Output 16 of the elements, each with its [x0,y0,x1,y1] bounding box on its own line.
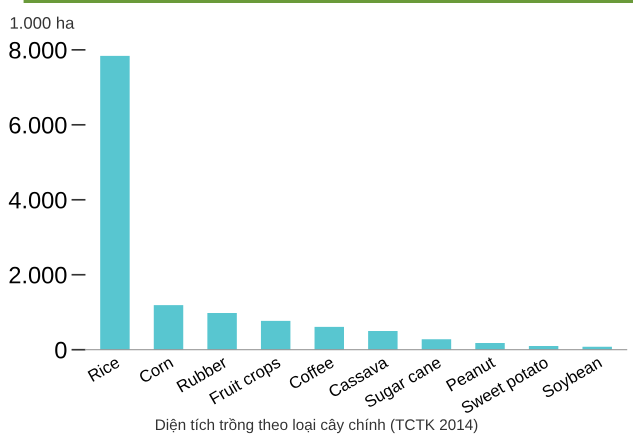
text: Diện tích trồng theo loại cây chính (TCTK 2014) [156,418,478,434]
x-tick-label: Rice [87,356,120,382]
bar [154,305,184,350]
y-tick-label: 8.000 [9,42,66,59]
bar [100,56,130,350]
y-tick-label: 0 [55,342,66,358]
bar [207,312,237,350]
y-tick-label: 4.000 [8,192,66,209]
bar [422,339,452,350]
y-tick-label: 2.000 [10,266,66,284]
y-tick-label: 6.000 [10,116,66,134]
bar [260,320,290,350]
bar [314,326,344,350]
y-axis-title: 1.000 ha [10,16,74,29]
x-tick-label: Corn [138,356,174,384]
bar [368,330,398,350]
